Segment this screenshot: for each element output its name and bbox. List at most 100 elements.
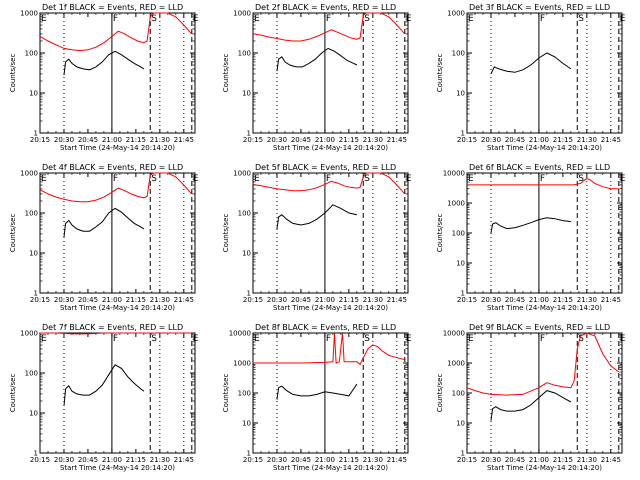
x-tick-label: 20:15 xyxy=(243,296,263,304)
marker-label: S xyxy=(151,174,157,184)
panel-title: Det 6f BLACK = Events, RED = LLD xyxy=(469,163,610,172)
panel-title: Det 3f BLACK = Events, RED = LLD xyxy=(469,3,610,12)
x-tick-label: 21:00 xyxy=(315,456,335,464)
x-tick-label: 20:45 xyxy=(78,456,98,464)
x-tick-label: 21:15 xyxy=(553,456,573,464)
x-tick-label: 20:15 xyxy=(30,136,50,144)
x-axis-label: Start Time (24-May-14 20:14:20) xyxy=(60,464,175,472)
marker-label: E xyxy=(193,174,199,184)
y-tick-label: 1000 xyxy=(447,200,465,208)
plot-frame xyxy=(252,172,409,294)
x-tick-label: 21:30 xyxy=(577,136,597,144)
x-tick-label: 21:15 xyxy=(339,136,359,144)
panel-title: Det 5f BLACK = Events, RED = LLD xyxy=(255,163,396,172)
x-tick-label: 20:30 xyxy=(481,136,501,144)
y-tick-label: 100 xyxy=(238,390,251,398)
x-tick-label: 20:45 xyxy=(505,456,525,464)
panel-det-5: Det 5f BLACK = Events, RED = LLD 1 10 100 10… xyxy=(222,163,412,312)
series-lld-line xyxy=(467,178,619,190)
x-tick-label: 20:45 xyxy=(291,456,311,464)
y-tick-label: 1 xyxy=(34,290,38,298)
x-tick-label: 21:15 xyxy=(126,136,146,144)
marker-label: S xyxy=(364,174,370,184)
x-tick-label: 21:45 xyxy=(174,456,194,464)
plot-frame xyxy=(39,172,196,294)
panel-det-7: Det 7f BLACK = Events, RED = LLD 1 10 100 10… xyxy=(9,323,199,472)
marker-label: S xyxy=(364,14,370,24)
y-tick-label: 1000 xyxy=(447,10,465,18)
y-tick-label: 10000 xyxy=(229,330,251,338)
marker-label: F xyxy=(326,334,331,344)
y-tick-label: 100 xyxy=(238,50,251,58)
x-axis-label: Start Time (24-May-14 20:14:20) xyxy=(487,464,602,472)
x-tick-label: 21:00 xyxy=(315,136,335,144)
marker-label: E xyxy=(41,174,47,184)
y-tick-label: 1000 xyxy=(20,10,38,18)
x-tick-label: 20:30 xyxy=(267,456,287,464)
x-tick-label: 21:00 xyxy=(102,136,122,144)
x-tick-label: 20:45 xyxy=(78,136,98,144)
y-axis-label: Counts/sec xyxy=(222,214,230,253)
series-events-line xyxy=(490,52,572,75)
plot-frame xyxy=(39,332,196,454)
y-axis-label: Counts/sec xyxy=(222,374,230,413)
x-tick-label: 20:15 xyxy=(30,296,50,304)
x-tick-label: 20:30 xyxy=(481,296,501,304)
marker-label: F xyxy=(113,334,118,344)
panel-det-2: Det 2f BLACK = Events, RED = LLD 1 10 100 10… xyxy=(222,3,412,152)
x-tick-label: 20:30 xyxy=(54,296,74,304)
marker-label: E xyxy=(468,14,474,24)
marker-label: E xyxy=(254,14,260,24)
x-tick-label: 20:30 xyxy=(267,136,287,144)
y-tick-label: 100 xyxy=(452,50,465,58)
marker-label: S xyxy=(578,334,584,344)
x-tick-label: 21:30 xyxy=(150,456,170,464)
panel-det-6: Det 6f BLACK = Events, RED = LLD 1 10 100 10… xyxy=(436,163,626,312)
x-tick-label: 21:45 xyxy=(174,296,194,304)
x-tick-label: 20:15 xyxy=(457,456,477,464)
x-tick-label: 20:15 xyxy=(243,136,263,144)
x-tick-label: 21:15 xyxy=(126,456,146,464)
x-axis-label: Start Time (24-May-14 20:14:20) xyxy=(273,464,388,472)
y-tick-label: 10 xyxy=(29,410,38,418)
x-tick-label: 21:15 xyxy=(553,136,573,144)
x-axis-label: Start Time (24-May-14 20:14:20) xyxy=(487,304,602,312)
y-tick-label: 1 xyxy=(461,290,465,298)
series-events-line xyxy=(490,217,571,234)
marker-label: E xyxy=(406,334,412,344)
y-tick-label: 10000 xyxy=(443,330,465,338)
marker-label: E xyxy=(254,334,260,344)
panel-title: Det 7f BLACK = Events, RED = LLD xyxy=(42,323,183,332)
x-axis-label: Start Time (24-May-14 20:14:20) xyxy=(60,144,175,152)
marker-label: F xyxy=(540,334,545,344)
y-tick-label: 1000 xyxy=(20,170,38,178)
y-tick-label: 1000 xyxy=(233,360,251,368)
marker-label: S xyxy=(578,174,584,184)
panel-det-4: Det 4f BLACK = Events, RED = LLD 1 10 100 10… xyxy=(9,163,199,312)
series-lld-line xyxy=(39,172,193,203)
marker-label: E xyxy=(193,14,199,24)
marker-label: E xyxy=(468,334,474,344)
y-tick-label: 1 xyxy=(34,450,38,458)
x-tick-label: 21:30 xyxy=(577,296,597,304)
panel-title: Det 8f BLACK = Events, RED = LLD xyxy=(255,323,396,332)
series-lld-line xyxy=(252,172,406,195)
x-tick-label: 20:30 xyxy=(54,456,74,464)
marker-label: E xyxy=(254,174,260,184)
marker-label: E xyxy=(620,14,626,24)
marker-label: E xyxy=(41,14,47,24)
marker-label: F xyxy=(326,14,331,24)
y-tick-label: 10 xyxy=(456,260,465,268)
marker-label: E xyxy=(406,174,412,184)
marker-label: E xyxy=(620,334,626,344)
y-tick-label: 10000 xyxy=(443,170,465,178)
x-tick-label: 20:45 xyxy=(291,136,311,144)
x-tick-label: 21:00 xyxy=(529,456,549,464)
x-tick-label: 21:00 xyxy=(529,136,549,144)
x-tick-label: 20:15 xyxy=(243,456,263,464)
series-lld-line xyxy=(40,332,192,335)
series-lld-line xyxy=(466,332,620,396)
x-tick-label: 21:00 xyxy=(102,296,122,304)
y-tick-label: 1000 xyxy=(20,330,38,338)
